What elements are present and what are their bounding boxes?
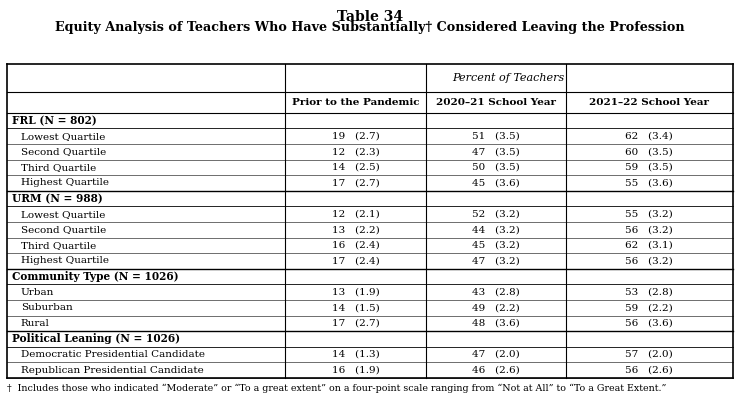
Text: 47   (3.5): 47 (3.5): [472, 147, 520, 156]
Text: Second Quartile: Second Quartile: [21, 225, 106, 234]
Text: 47   (3.2): 47 (3.2): [472, 256, 520, 266]
Text: 12   (2.3): 12 (2.3): [332, 147, 380, 156]
Text: Lowest Quartile: Lowest Quartile: [21, 132, 105, 141]
Text: Second Quartile: Second Quartile: [21, 147, 106, 156]
Text: 12   (2.1): 12 (2.1): [332, 210, 380, 218]
Text: 14   (1.5): 14 (1.5): [332, 303, 380, 312]
Text: 49   (2.2): 49 (2.2): [472, 303, 520, 312]
Text: 45   (3.2): 45 (3.2): [472, 241, 520, 250]
Text: 43   (2.8): 43 (2.8): [472, 287, 520, 297]
Text: Percent of Teachers: Percent of Teachers: [453, 73, 565, 83]
Text: Rural: Rural: [21, 319, 50, 328]
Text: 13   (1.9): 13 (1.9): [332, 287, 380, 297]
Text: 50   (3.5): 50 (3.5): [472, 163, 520, 172]
Text: 62   (3.1): 62 (3.1): [625, 241, 673, 250]
Text: †  Includes those who indicated “Moderate” or “To a great extent” on a four-poin: † Includes those who indicated “Moderate…: [7, 384, 667, 394]
Text: Third Quartile: Third Quartile: [21, 241, 96, 250]
Text: 57   (2.0): 57 (2.0): [625, 350, 673, 359]
Text: 17   (2.4): 17 (2.4): [332, 256, 380, 266]
Text: 53   (2.8): 53 (2.8): [625, 287, 673, 297]
Text: 52   (3.2): 52 (3.2): [472, 210, 520, 218]
Text: 51   (3.5): 51 (3.5): [472, 132, 520, 141]
Text: Republican Presidential Candidate: Republican Presidential Candidate: [21, 366, 204, 375]
Text: 17   (2.7): 17 (2.7): [332, 319, 380, 328]
Text: 14   (2.5): 14 (2.5): [332, 163, 380, 172]
Text: 56   (3.6): 56 (3.6): [625, 319, 673, 328]
Text: Table 34: Table 34: [337, 10, 403, 24]
Text: Political Leaning (N = 1026): Political Leaning (N = 1026): [12, 333, 180, 344]
Text: Community Type (N = 1026): Community Type (N = 1026): [12, 271, 178, 282]
Text: Prior to the Pandemic: Prior to the Pandemic: [292, 98, 420, 107]
Text: Equity Analysis of Teachers Who Have Substantially† Considered Leaving the Profe: Equity Analysis of Teachers Who Have Sub…: [56, 21, 685, 34]
Text: Highest Quartile: Highest Quartile: [21, 178, 109, 188]
Text: 13   (2.2): 13 (2.2): [332, 225, 380, 234]
Text: 60   (3.5): 60 (3.5): [625, 147, 673, 156]
Text: 46   (2.6): 46 (2.6): [472, 366, 520, 375]
Text: 16   (1.9): 16 (1.9): [332, 366, 380, 375]
Text: 16   (2.4): 16 (2.4): [332, 241, 380, 250]
Text: Lowest Quartile: Lowest Quartile: [21, 210, 105, 218]
Text: 19   (2.7): 19 (2.7): [332, 132, 380, 141]
Text: 59   (3.5): 59 (3.5): [625, 163, 673, 172]
Text: 47   (2.0): 47 (2.0): [472, 350, 520, 359]
Text: 14   (1.3): 14 (1.3): [332, 350, 380, 359]
Text: 55   (3.6): 55 (3.6): [625, 178, 673, 188]
Text: Urban: Urban: [21, 287, 54, 297]
Text: 59   (2.2): 59 (2.2): [625, 303, 673, 312]
Text: 56   (3.2): 56 (3.2): [625, 225, 673, 234]
Text: 56   (3.2): 56 (3.2): [625, 256, 673, 266]
Text: 45   (3.6): 45 (3.6): [472, 178, 520, 188]
Text: URM (N = 988): URM (N = 988): [12, 193, 103, 204]
Text: 48   (3.6): 48 (3.6): [472, 319, 520, 328]
Text: 55   (3.2): 55 (3.2): [625, 210, 673, 218]
Text: FRL (N = 802): FRL (N = 802): [12, 115, 97, 126]
Text: Democratic Presidential Candidate: Democratic Presidential Candidate: [21, 350, 205, 359]
Text: Third Quartile: Third Quartile: [21, 163, 96, 172]
Text: Suburban: Suburban: [21, 303, 73, 312]
Text: 2020–21 School Year: 2020–21 School Year: [436, 98, 556, 107]
Text: 17   (2.7): 17 (2.7): [332, 178, 380, 188]
Text: 56   (2.6): 56 (2.6): [625, 366, 673, 375]
Text: 2021–22 School Year: 2021–22 School Year: [589, 98, 710, 107]
Text: 44   (3.2): 44 (3.2): [472, 225, 520, 234]
Text: 62   (3.4): 62 (3.4): [625, 132, 673, 141]
Text: Highest Quartile: Highest Quartile: [21, 256, 109, 266]
